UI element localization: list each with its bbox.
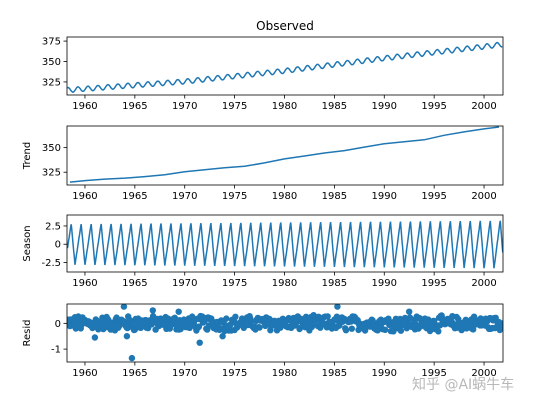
x-tick-label: 1970	[172, 191, 197, 202]
resid-point	[256, 324, 263, 331]
axes-frame	[66, 36, 504, 96]
resid-point	[223, 315, 230, 322]
x-tick-label: 1985	[322, 278, 347, 289]
resid-point	[470, 326, 477, 333]
resid-point	[385, 315, 392, 322]
resid-point	[248, 318, 255, 325]
x-tick-label: 1970	[172, 368, 197, 379]
x-tick-label: 1965	[122, 101, 147, 112]
x-tick-label: 1965	[122, 191, 147, 202]
resid-point	[195, 323, 203, 330]
y-tick-label: 0	[55, 240, 61, 251]
x-tick-label: 2000	[471, 101, 496, 112]
y-axis-label: Resid	[22, 320, 33, 347]
resid-point	[435, 328, 442, 335]
resid-point	[91, 334, 99, 341]
axes-frame	[66, 125, 504, 186]
x-tick-label: 1990	[372, 278, 397, 289]
x-tick-label: 1985	[322, 191, 347, 202]
resid-point	[149, 307, 156, 314]
y-tick-label: 350	[42, 143, 61, 154]
resid-point	[381, 326, 389, 333]
y-tick-label: 0	[55, 319, 61, 330]
x-tick-label: 1995	[421, 191, 446, 202]
x-tick-label: 1980	[272, 101, 297, 112]
y-tick-label: -1	[51, 345, 61, 356]
resid-point	[334, 304, 341, 310]
resid-point	[499, 324, 503, 331]
series-line-season	[67, 220, 503, 269]
resid-point	[324, 313, 331, 320]
watermark: 知乎 @AI蜗牛车	[412, 377, 515, 393]
x-tick-label: 1995	[421, 278, 446, 289]
y-tick-label: -2.5	[41, 258, 61, 269]
resid-point	[196, 339, 203, 346]
y-axis-label: Trend	[22, 142, 33, 170]
x-tick-label: 1970	[172, 101, 197, 112]
x-tick-label: 1965	[122, 278, 147, 289]
y-tick-label: 325	[42, 168, 61, 179]
x-tick-label: 1960	[72, 368, 97, 379]
resid-point	[175, 308, 182, 315]
series-line-trend	[69, 126, 500, 183]
x-tick-label: 1965	[122, 368, 147, 379]
x-tick-label: 1980	[272, 278, 297, 289]
resid-point	[436, 322, 444, 329]
resid-point	[123, 333, 131, 340]
x-tick-label: 1975	[222, 101, 247, 112]
x-tick-label: 2000	[471, 368, 496, 379]
resid-point	[370, 319, 377, 326]
x-tick-label: 1990	[372, 101, 397, 112]
y-tick-label: 350	[42, 57, 61, 68]
x-tick-label: 1990	[372, 368, 397, 379]
resid-point	[219, 333, 226, 340]
x-tick-label: 2000	[471, 278, 496, 289]
resid-point	[406, 308, 413, 315]
y-tick-label: 325	[42, 77, 61, 88]
y-tick-label: 2.5	[45, 221, 61, 232]
x-tick-label: 1975	[222, 278, 247, 289]
x-tick-label: 1970	[172, 278, 197, 289]
x-tick-label: 1960	[72, 191, 97, 202]
x-tick-label: 2000	[471, 191, 496, 202]
x-tick-label: 1980	[272, 368, 297, 379]
x-tick-label: 1985	[322, 101, 347, 112]
series-line-observed	[67, 41, 503, 93]
panel-title: Observed	[256, 19, 314, 33]
x-tick-label: 1980	[272, 191, 297, 202]
y-tick-label: 375	[42, 37, 61, 48]
resid-point	[397, 327, 405, 334]
resid-point	[232, 313, 239, 320]
y-axis-label: Season	[22, 225, 33, 261]
x-tick-label: 1995	[421, 368, 446, 379]
axes-frame	[66, 303, 504, 363]
resid-point	[348, 325, 355, 332]
resid-point	[342, 327, 350, 334]
x-tick-label: 1990	[372, 191, 397, 202]
x-tick-label: 1960	[72, 278, 97, 289]
resid-point	[128, 354, 136, 362]
resid-point	[361, 327, 369, 334]
x-tick-label: 1995	[421, 101, 446, 112]
x-tick-label: 1975	[222, 368, 247, 379]
resid-point	[431, 317, 438, 325]
axes-frame	[66, 214, 504, 273]
x-tick-label: 1975	[222, 191, 247, 202]
x-tick-label: 1960	[72, 101, 97, 112]
resid-point	[120, 304, 128, 310]
x-tick-label: 1985	[322, 368, 347, 379]
